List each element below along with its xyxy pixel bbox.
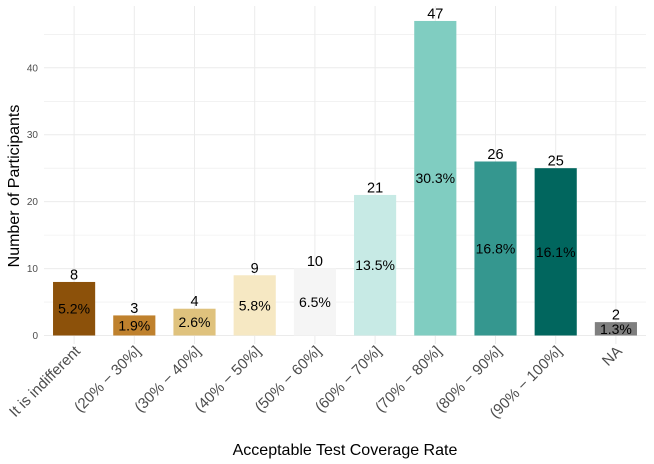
count-label: 26 xyxy=(487,147,503,163)
count-label: 9 xyxy=(251,261,259,277)
y-axis-title: Number of Participants xyxy=(6,105,23,268)
bars xyxy=(53,20,637,336)
data-labels: 8 5.2% 31.9% 4 2.6% 9 5.8% 10 6.5% 21 13.5% 47 30.3%… xyxy=(58,6,632,336)
percent-label: 2.6% xyxy=(179,314,211,330)
bar xyxy=(113,315,156,336)
bar xyxy=(53,281,96,336)
bar xyxy=(173,308,216,336)
x-axis-ticks: It is indifferent(20% − 30%](30% − 40%](… xyxy=(6,342,626,422)
count-label: 47 xyxy=(427,6,443,22)
percent-label: 1.9% xyxy=(118,317,150,333)
bar xyxy=(594,322,637,336)
count-label: 4 xyxy=(190,294,198,310)
count-label: 10 xyxy=(307,254,323,270)
count-label: 3 xyxy=(130,301,138,317)
y-tick-label: 40 xyxy=(27,63,39,74)
x-tick-label: It is indifferent xyxy=(6,342,84,420)
percent-label: 16.1% xyxy=(536,244,576,260)
y-tick-label: 0 xyxy=(32,331,38,342)
y-tick-label: 30 xyxy=(27,130,39,141)
bar xyxy=(474,161,517,336)
y-tick-label: 20 xyxy=(27,197,39,208)
bar xyxy=(233,275,276,336)
y-axis-ticks: 0 10 20 30 40 xyxy=(27,63,39,342)
count-label: 25 xyxy=(548,154,564,170)
percent-label: 6.5% xyxy=(299,294,331,310)
x-axis-title: Acceptable Test Coverage Rate xyxy=(233,442,458,459)
x-tick-label: NA xyxy=(599,343,626,370)
y-tick-label: 10 xyxy=(27,264,39,275)
percent-label: 5.2% xyxy=(58,301,90,317)
bar xyxy=(534,168,577,336)
percent-label: 5.8% xyxy=(239,297,271,313)
count-label: 2 xyxy=(612,308,620,324)
bar xyxy=(414,20,457,336)
percent-label: 1.3% xyxy=(600,321,632,337)
count-label: 21 xyxy=(367,180,383,196)
bar xyxy=(354,194,397,336)
percent-label: 30.3% xyxy=(415,170,455,186)
percent-label: 13.5% xyxy=(355,257,395,273)
bar xyxy=(293,268,336,336)
count-label: 8 xyxy=(70,267,78,283)
percent-label: 16.8% xyxy=(476,240,516,256)
